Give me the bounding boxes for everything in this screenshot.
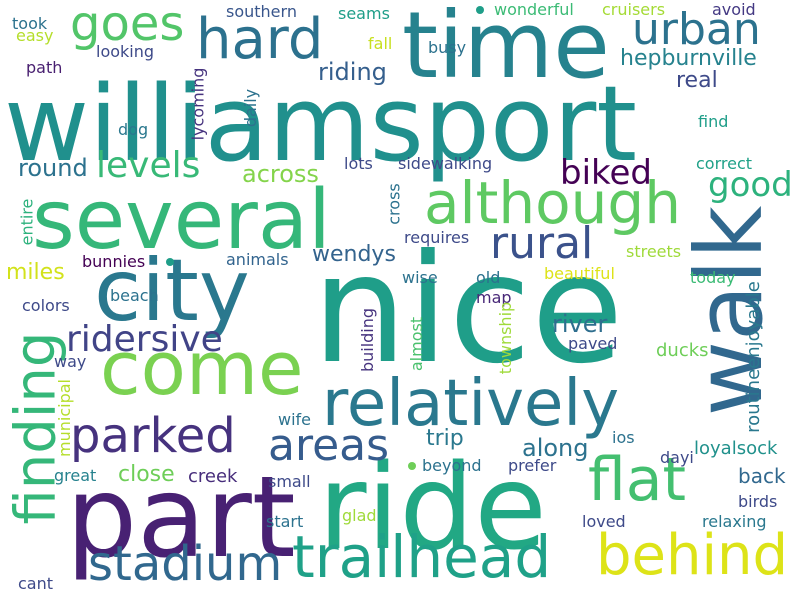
word-goes: goes <box>70 0 185 52</box>
word-urban: urban <box>632 4 761 55</box>
word-seams: seams <box>338 4 390 23</box>
word-beach: beach <box>110 286 159 305</box>
word-map: map <box>476 288 512 307</box>
word-beyond: beyond <box>422 456 482 475</box>
word-good: good <box>708 165 793 205</box>
word-wendys: wendys <box>312 242 396 267</box>
word-back: back <box>738 464 786 488</box>
word-prefer: prefer <box>508 456 557 475</box>
word-cruisers: cruisers <box>602 0 666 19</box>
word-beautiful: beautiful <box>544 264 615 283</box>
word-although: although <box>424 169 681 237</box>
word-lycoming: lycoming <box>188 67 208 141</box>
word-start: start <box>266 512 304 531</box>
word-levels: levels <box>96 145 201 186</box>
word-find: find <box>698 112 729 131</box>
word-areas: areas <box>268 420 390 471</box>
word-close: close <box>118 462 175 487</box>
word-correct: correct <box>696 154 753 173</box>
word-looking: looking <box>96 42 155 61</box>
word-cross: cross <box>384 183 404 225</box>
word-dog: dog <box>118 120 149 139</box>
word-busy: busy <box>428 38 467 57</box>
word-rural: rural <box>490 218 594 269</box>
word-come: come <box>100 326 304 412</box>
word-round: round <box>18 154 88 182</box>
word-municipal: municipal <box>54 379 74 457</box>
dot-marker <box>476 6 484 14</box>
word-loyalsock: loyalsock <box>694 438 778 459</box>
word-easy: easy <box>16 26 54 45</box>
word-trip: trip <box>426 426 464 451</box>
word-flat: flat <box>588 445 687 515</box>
word-behind: behind <box>596 523 789 588</box>
word-sidewalking: sidewalking <box>398 154 493 173</box>
word-part: part <box>66 453 296 583</box>
word-ride: ride <box>318 438 547 576</box>
word-creek: creek <box>188 466 238 487</box>
word-way: way <box>54 352 87 371</box>
word-old: old <box>476 268 501 287</box>
word-ducks: ducks <box>656 340 709 361</box>
word-wife: wife <box>278 410 312 429</box>
word-streets: streets <box>626 242 682 261</box>
word-fall: fall <box>368 34 393 53</box>
word-across: across <box>242 160 319 188</box>
word-nice: nice <box>312 223 624 397</box>
word-miles: miles <box>6 260 65 285</box>
word-loved: loved <box>582 512 626 531</box>
word-trailhead: trailhead <box>292 523 552 591</box>
word-hard: hard <box>196 7 324 72</box>
word-township: township <box>496 301 516 375</box>
word-time: time <box>402 0 610 99</box>
word-building: building <box>358 307 378 373</box>
word-birds: birds <box>738 492 778 511</box>
word-path: path <box>26 58 63 77</box>
word-bunnies: bunnies <box>82 252 146 271</box>
word-river: river <box>552 310 608 338</box>
word-routineenjoyable: routineenjoyable <box>742 281 764 433</box>
word-along: along <box>522 434 589 462</box>
word-wonderful: wonderful <box>494 0 574 19</box>
word-paved: paved <box>568 334 618 353</box>
word-glad: glad <box>342 506 377 525</box>
word-hepburnville: hepburnville <box>620 46 757 71</box>
word-almost: almost <box>407 316 427 372</box>
word-lots: lots <box>344 154 373 173</box>
word-entire: entire <box>17 198 37 246</box>
word-avoid: avoid <box>712 0 756 19</box>
word-williamsport: williamsport <box>4 63 638 185</box>
word-colors: colors <box>22 296 70 315</box>
word-stadium: stadium <box>88 536 283 592</box>
word-parked: parked <box>70 408 236 464</box>
word-several: several <box>32 173 331 268</box>
dot-marker <box>408 462 416 470</box>
word-biked: biked <box>560 153 653 193</box>
word-animals: animals <box>226 250 289 269</box>
word-wise: wise <box>402 268 438 287</box>
word-cant: cant <box>18 574 54 593</box>
word-took: took <box>12 14 48 33</box>
dot-marker <box>166 258 174 266</box>
word-today: today <box>690 268 736 287</box>
word-southern: southern <box>226 2 297 21</box>
word-real: real <box>676 68 718 93</box>
word-relaxing: relaxing <box>702 512 767 531</box>
word-dayi: dayi <box>660 448 694 467</box>
word-relatively: relatively <box>322 367 620 441</box>
word-ios: ios <box>612 428 635 447</box>
word-great: great <box>54 466 97 485</box>
word-riding: riding <box>318 58 387 86</box>
word-ridersive: ridersive <box>66 319 223 360</box>
word-requires: requires <box>404 228 470 247</box>
word-small: small <box>268 472 311 491</box>
word-daily: daily <box>241 88 261 128</box>
